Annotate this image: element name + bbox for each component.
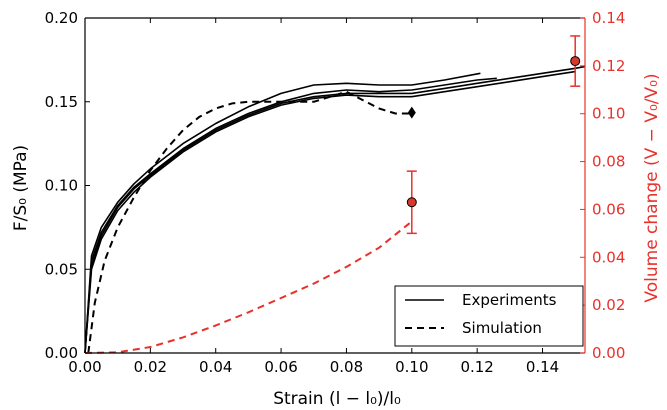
- x-tick-label: 0.04: [199, 358, 232, 376]
- x-tick-label: 0.08: [330, 358, 363, 376]
- y-left-axis-label: F/S₀ (MPa): [11, 145, 31, 231]
- diamond-marker: [407, 106, 416, 119]
- series-line-3: [84, 65, 586, 354]
- y-left-tick-label: 0.20: [45, 9, 78, 27]
- y-right-tick-label: 0.12: [592, 57, 625, 75]
- circle-marker-2: [570, 56, 581, 67]
- y-left-tick-label: 0.00: [45, 344, 78, 362]
- x-tick-label: 0.02: [134, 358, 167, 376]
- y-right-tick-label: 0.04: [592, 248, 625, 266]
- y-right-tick-label: 0.10: [592, 105, 625, 123]
- y-left-tick-label: 0.05: [45, 260, 78, 278]
- y-right-axis-ticks: 0.00 0.02 0.04 0.06 0.08 0.10 0.12 0.14: [580, 9, 625, 362]
- y-left-axis-ticks: 0.00 0.05 0.10 0.15 0.20: [45, 9, 90, 362]
- x-tick-label: 0.06: [264, 358, 297, 376]
- legend-label-experiments: Experiments: [462, 291, 557, 309]
- series-line-5: [84, 220, 413, 354]
- plot-area: [84, 17, 586, 354]
- legend: Experiments Simulation: [394, 285, 584, 347]
- x-tick-label: 0.10: [395, 358, 428, 376]
- x-axis-label: Strain (l − l₀)/l₀: [273, 389, 401, 409]
- series-line-4: [87, 90, 412, 354]
- y-left-tick-label: 0.10: [45, 177, 78, 195]
- series-line-1: [84, 70, 576, 354]
- x-tick-label: 0.12: [460, 358, 493, 376]
- series-line-2: [84, 72, 481, 354]
- circle-marker-1: [406, 197, 417, 208]
- y-right-tick-label: 0.08: [592, 153, 625, 171]
- x-tick-label: 0.14: [526, 358, 559, 376]
- x-tick-label: 0.00: [68, 358, 101, 376]
- series-line-0: [84, 77, 497, 354]
- y-left-tick-label: 0.15: [45, 93, 78, 111]
- y-right-tick-label: 0.00: [592, 344, 625, 362]
- y-right-axis-label: Volume change (V − V₀/V₀): [642, 73, 662, 302]
- x-axis-ticks: 0.00 0.02 0.04 0.06 0.08 0.10 0.12 0.14: [68, 18, 559, 376]
- legend-label-simulation: Simulation: [462, 319, 542, 337]
- y-right-tick-label: 0.02: [592, 296, 625, 314]
- legend-box: [394, 285, 584, 347]
- y-right-tick-label: 0.06: [592, 200, 625, 218]
- y-right-tick-label: 0.14: [592, 9, 625, 27]
